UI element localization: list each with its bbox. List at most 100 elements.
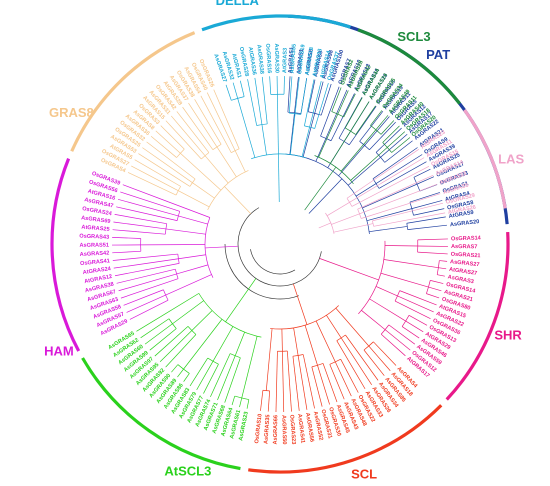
leaf-label: AsGRAS1 [288,47,296,74]
leaf-label: AsGRAS3 [447,274,474,285]
leaf-branch [203,364,219,394]
leaf-branch [426,293,440,299]
branch [160,293,200,317]
leaf-branch [355,105,376,135]
clade-base-arc [250,153,307,160]
branch-arc [406,223,409,230]
branch [165,228,206,235]
branch-arc [212,144,222,150]
leaf-branch [122,184,169,203]
branch [180,152,222,191]
branch [178,215,208,225]
branch-arc [231,148,240,153]
leaf-label: AsGRAS30 [273,43,280,73]
branch [234,332,245,356]
leaf-branch [246,399,250,409]
leaf-branch [165,120,202,160]
leaf-branch [307,79,316,112]
clade-stem [318,222,331,229]
leaf-label: AsGRAS69 [81,215,111,225]
leaf-branch [232,82,239,99]
branch [369,226,408,233]
clade-arc [201,14,351,32]
leaf-branch [120,278,179,299]
clade-stem [308,178,343,214]
branch-arc [331,111,344,118]
leaf-branch [370,110,383,126]
leaf-branch [113,258,179,269]
leaf-branch [117,198,179,217]
leaf-label: AtGRAS33 [312,48,324,77]
branch [216,146,237,178]
leaf-branch [138,153,191,187]
leaf-branch [196,361,214,391]
leaf-branch [112,253,178,261]
branch [277,94,279,155]
clade-stem [225,278,257,323]
leaf-branch [160,125,185,150]
branch [178,254,206,260]
leaf-label: AtGRAS24 [82,266,112,276]
leaf-branch [334,361,352,397]
leaf-branch [287,76,291,113]
leaf-branch [254,77,263,125]
clade-label: DELLA [216,0,260,8]
leaf-branch [439,260,448,262]
leaf-branch [134,159,181,187]
leaf-branch [239,80,245,97]
clade-arc [81,357,241,471]
clade-arc [50,157,81,352]
clade-arc [248,404,443,474]
leaf-label: AtGRAS9 [448,210,474,220]
leaf-branch [411,200,443,209]
leaf-branch [165,334,197,368]
leaf-branch [114,214,167,225]
branch-arc [304,125,315,129]
branch [289,113,296,155]
leaf-label: AsGRAS50 [280,415,287,445]
branch [383,259,439,269]
branch [326,315,342,339]
branch [265,328,273,391]
leaf-branch [413,168,431,178]
clade-base-arc [270,305,339,330]
branch [331,213,360,225]
leaf-label: AsGRAS42 [80,250,110,258]
clade-base-arc [325,212,335,234]
leaf-label: AsGRAS38 [255,44,264,74]
leaf-branch [116,206,178,221]
branch-arc [320,135,332,142]
branch [191,310,213,331]
leaf-branch [372,202,444,222]
leaf-branch [288,76,293,114]
leaf-branch [140,318,170,339]
leaf-branch [372,147,418,180]
branch [178,190,210,208]
leaf-branch [373,341,397,366]
branch [301,126,310,157]
leaf-branch [247,79,258,126]
leaf-branch [177,368,184,378]
branch-arc [168,318,177,329]
branch [261,124,267,156]
branch-arc [175,186,181,196]
branch [172,300,204,325]
branch-arc [409,201,414,216]
leaf-branch [142,147,193,183]
leaf-branch [224,357,241,403]
branch-arc [189,178,196,187]
leaf-branch [408,315,428,326]
leaf-branch [340,337,372,385]
leaf-branch [302,354,315,409]
clade-label: GRAS8 [49,105,94,120]
leaf-branch [322,363,338,403]
leaf-label: AsGRAS52 [312,411,324,441]
leaf-label: AsGRAS66 [273,415,280,445]
leaf-branch [189,357,209,387]
branch [289,112,295,155]
branch-arc [177,364,190,374]
leaf-branch [361,193,441,219]
branch [315,320,336,363]
leaf-branch [369,121,396,150]
leaf-branch [320,83,332,116]
